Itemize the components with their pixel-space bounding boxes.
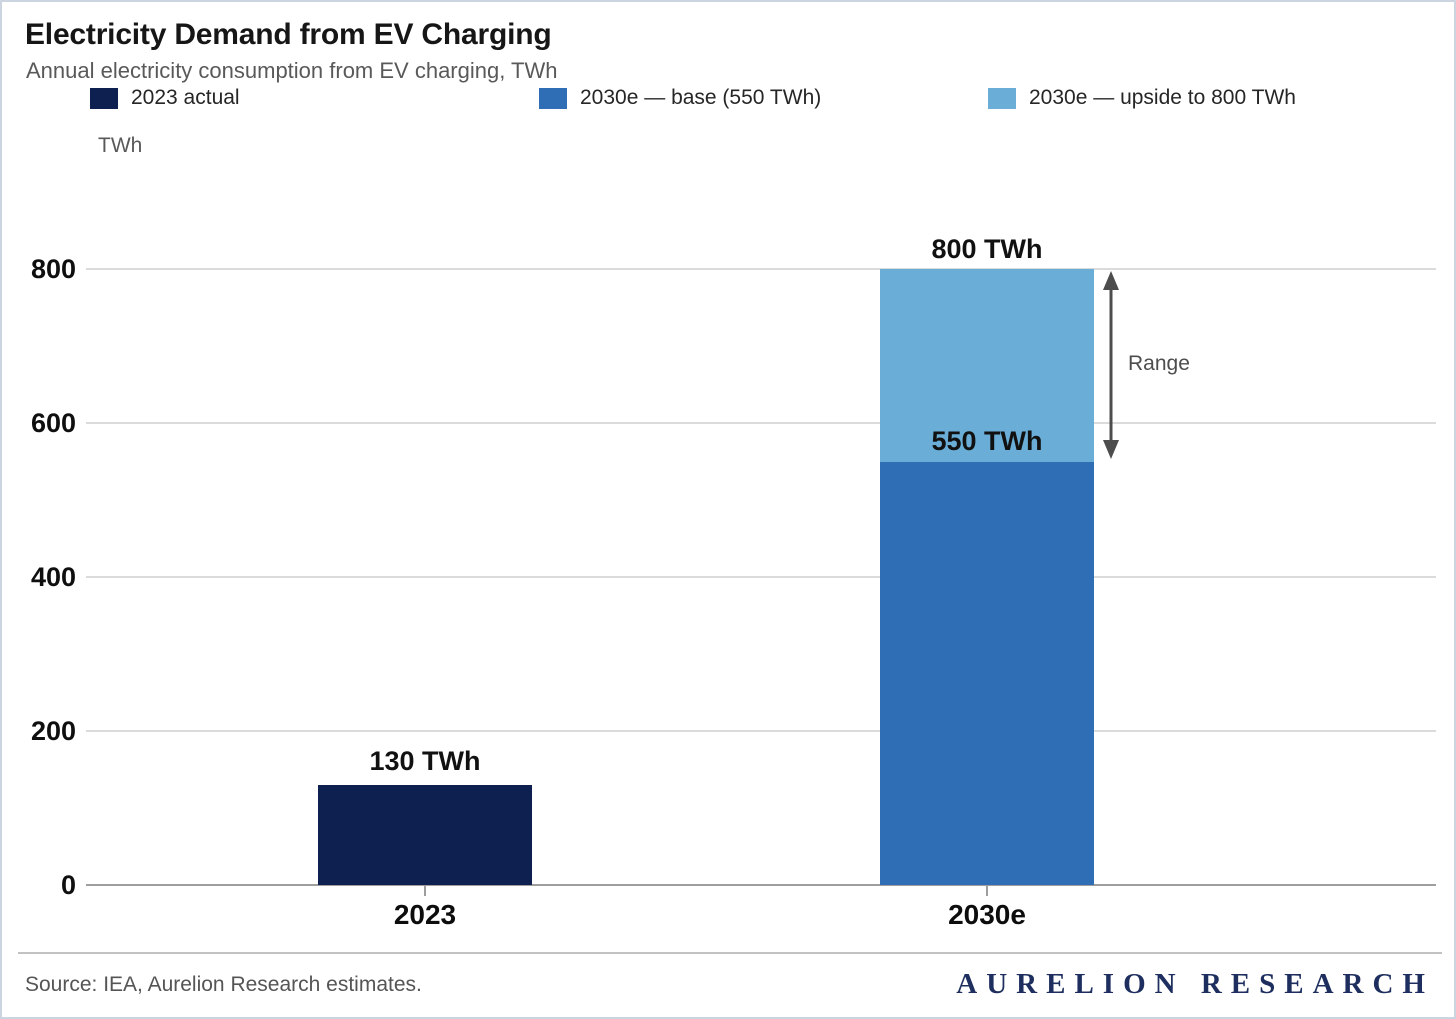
y-tick-label: 400: [30, 562, 76, 592]
x-axis-line: [86, 884, 1436, 886]
legend-item-2023-actual: 2023 actual: [90, 86, 240, 110]
x-tick-mark: [986, 886, 988, 896]
bar-value-label-2023: 130 TWh: [369, 746, 481, 776]
bar-segment-2030e: [880, 461, 1094, 885]
y-tick-label: 800: [30, 254, 76, 284]
legend-label: 2023 actual: [131, 86, 240, 109]
bar-segment-2023: [318, 784, 532, 885]
y-tick-label: 600: [30, 408, 76, 438]
legend-item-2030-upside: 2030e — upside to 800 TWh: [988, 86, 1296, 110]
legend-swatch-blue: [539, 87, 567, 109]
gridline: [86, 730, 1436, 732]
brand-wordmark: AURELION RESEARCH: [956, 968, 1434, 1000]
bar-value-label-2030-upside: 800 TWh: [931, 234, 1043, 264]
range-label: Range: [1128, 352, 1190, 375]
range-arrow-icon: [1103, 271, 1119, 459]
bar-value-label-2030-base: 550 TWh: [931, 426, 1043, 456]
x-axis-label: 2023: [393, 899, 457, 930]
y-axis-unit-label: TWh: [98, 134, 143, 157]
y-tick-label: 0: [60, 870, 76, 900]
gridline: [86, 268, 1436, 270]
chart-subtitle: Annual electricity consumption from EV c…: [26, 58, 558, 83]
legend-swatch-lightblue: [988, 87, 1016, 109]
source-note: Source: IEA, Aurelion Research estimates…: [25, 973, 422, 996]
legend-item-2030-base: 2030e — base (550 TWh): [539, 86, 821, 110]
y-tick-label: 200: [30, 716, 76, 746]
legend-swatch-navy: [90, 87, 118, 109]
chart-title: Electricity Demand from EV Charging: [25, 18, 552, 51]
x-axis-label: 2030e: [948, 899, 1026, 930]
legend-label: 2030e — base (550 TWh): [580, 86, 822, 109]
gridline: [86, 422, 1436, 424]
footer-divider: [18, 952, 1442, 954]
bar-segment-2030e: [880, 269, 1094, 462]
x-tick-mark: [424, 886, 426, 896]
legend-label: 2030e — upside to 800 TWh: [1029, 86, 1296, 109]
gridline: [86, 576, 1436, 578]
